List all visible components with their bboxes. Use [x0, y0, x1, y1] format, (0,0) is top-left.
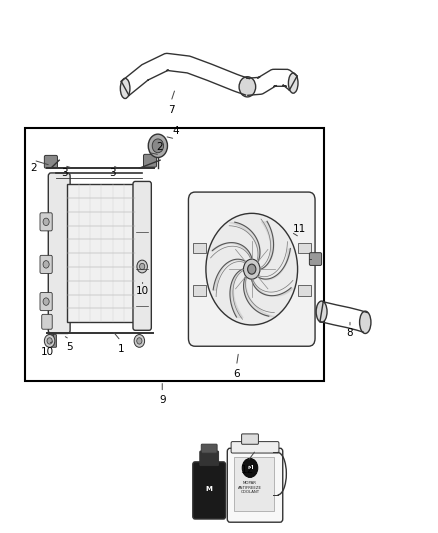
FancyBboxPatch shape [133, 181, 151, 330]
Text: M: M [247, 465, 253, 471]
FancyBboxPatch shape [40, 293, 52, 311]
Bar [25, 128, 324, 381]
Circle shape [206, 213, 297, 325]
FancyBboxPatch shape [42, 314, 52, 329]
FancyBboxPatch shape [200, 451, 219, 466]
FancyBboxPatch shape [231, 442, 279, 453]
Ellipse shape [360, 311, 371, 334]
FancyBboxPatch shape [188, 192, 315, 346]
Text: M: M [206, 486, 212, 492]
Circle shape [44, 335, 55, 348]
Bar [234, 457, 274, 511]
Circle shape [242, 458, 258, 478]
Circle shape [140, 263, 145, 270]
Text: 8: 8 [346, 328, 353, 338]
Text: 10: 10 [41, 346, 54, 357]
Text: 2: 2 [157, 142, 163, 152]
Circle shape [152, 139, 163, 153]
Bar [193, 285, 206, 296]
Text: 4: 4 [172, 126, 179, 136]
FancyBboxPatch shape [40, 213, 52, 231]
Circle shape [134, 335, 145, 348]
Ellipse shape [316, 301, 327, 322]
Text: 7: 7 [168, 104, 174, 115]
FancyBboxPatch shape [44, 156, 57, 168]
Circle shape [43, 261, 49, 268]
Text: 3: 3 [109, 168, 115, 179]
FancyBboxPatch shape [201, 444, 217, 453]
FancyBboxPatch shape [144, 155, 156, 167]
Circle shape [239, 77, 256, 97]
FancyBboxPatch shape [48, 173, 70, 334]
Text: 9: 9 [159, 395, 166, 406]
Text: 5: 5 [67, 342, 73, 352]
FancyBboxPatch shape [227, 448, 283, 522]
Text: 11: 11 [293, 224, 307, 235]
Circle shape [247, 264, 256, 274]
Bar [67, 184, 135, 322]
Text: 3: 3 [61, 168, 67, 179]
Text: 12: 12 [241, 465, 254, 474]
Circle shape [43, 218, 49, 225]
Text: MOPAR
ANTIFREEZE
COOLANT: MOPAR ANTIFREEZE COOLANT [238, 481, 262, 494]
Ellipse shape [288, 73, 298, 93]
Bar [297, 285, 311, 296]
Bar [297, 243, 311, 253]
FancyBboxPatch shape [242, 434, 258, 445]
FancyBboxPatch shape [40, 255, 52, 273]
Ellipse shape [120, 78, 130, 99]
Text: 2: 2 [30, 163, 37, 173]
Circle shape [47, 338, 52, 344]
Bar [193, 243, 206, 253]
FancyBboxPatch shape [309, 253, 321, 265]
Circle shape [244, 259, 260, 279]
Text: 1: 1 [117, 344, 124, 354]
FancyBboxPatch shape [193, 462, 226, 519]
Circle shape [137, 338, 142, 344]
Text: 6: 6 [233, 369, 240, 379]
FancyBboxPatch shape [48, 335, 57, 348]
Circle shape [43, 298, 49, 305]
Circle shape [137, 260, 148, 273]
Circle shape [148, 134, 167, 158]
Text: 10: 10 [136, 286, 149, 296]
